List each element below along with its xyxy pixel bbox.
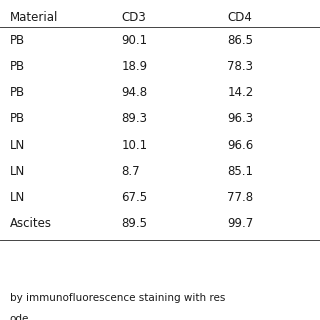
Text: 89.3: 89.3 xyxy=(122,112,148,125)
Text: 90.1: 90.1 xyxy=(122,34,148,47)
Text: 14.2: 14.2 xyxy=(227,86,253,99)
Text: 85.1: 85.1 xyxy=(227,165,253,178)
Text: LN: LN xyxy=(10,165,25,178)
Text: 10.1: 10.1 xyxy=(122,139,148,152)
Text: ode.: ode. xyxy=(10,314,32,320)
Text: 96.3: 96.3 xyxy=(227,112,253,125)
Text: 78.3: 78.3 xyxy=(227,60,253,73)
Text: LN: LN xyxy=(10,191,25,204)
Text: 18.9: 18.9 xyxy=(122,60,148,73)
Text: Material: Material xyxy=(10,11,58,24)
Text: 8.7: 8.7 xyxy=(122,165,140,178)
Text: LN: LN xyxy=(10,139,25,152)
Text: 99.7: 99.7 xyxy=(227,217,253,230)
Text: Ascites: Ascites xyxy=(10,217,52,230)
Text: PB: PB xyxy=(10,86,25,99)
Text: 86.5: 86.5 xyxy=(227,34,253,47)
Text: by immunofluorescence staining with res: by immunofluorescence staining with res xyxy=(10,293,225,303)
Text: 77.8: 77.8 xyxy=(227,191,253,204)
Text: 89.5: 89.5 xyxy=(122,217,148,230)
Text: PB: PB xyxy=(10,34,25,47)
Text: PB: PB xyxy=(10,60,25,73)
Text: PB: PB xyxy=(10,112,25,125)
Text: 94.8: 94.8 xyxy=(122,86,148,99)
Text: 67.5: 67.5 xyxy=(122,191,148,204)
Text: CD3: CD3 xyxy=(122,11,146,24)
Text: CD4: CD4 xyxy=(227,11,252,24)
Text: 96.6: 96.6 xyxy=(227,139,253,152)
